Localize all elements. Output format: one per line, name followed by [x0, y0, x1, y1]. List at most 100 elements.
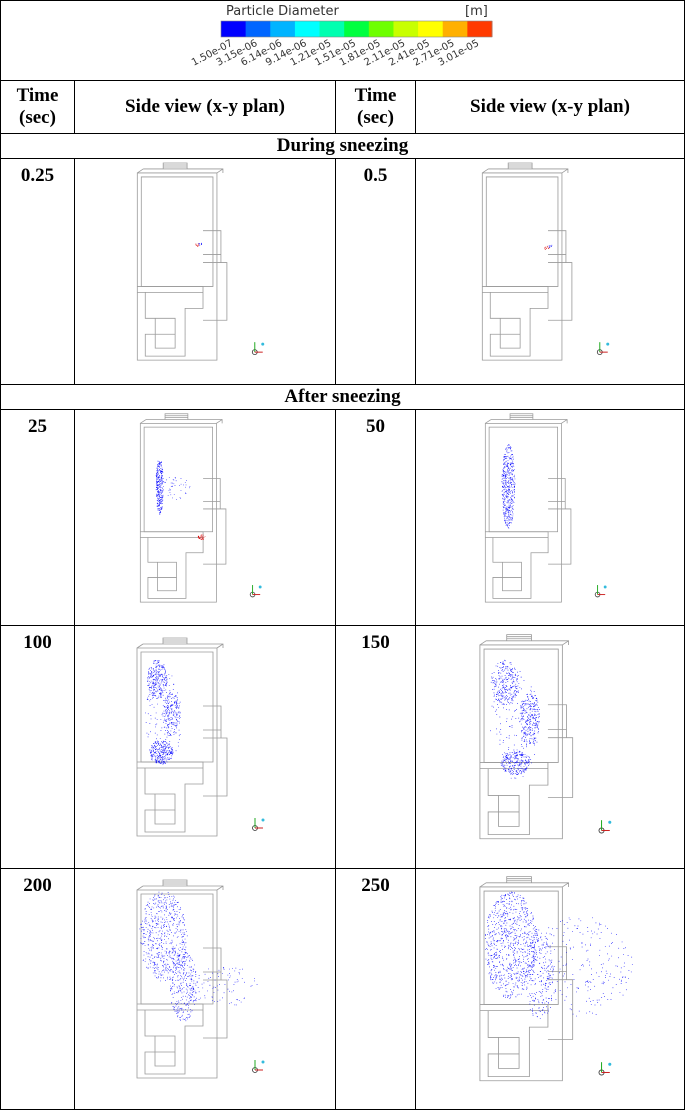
outline: [547, 946, 574, 1040]
particles: [197, 534, 206, 540]
colorbar-segment: [245, 21, 271, 37]
section-title: During sneezing: [1, 134, 685, 159]
particles: [501, 444, 516, 529]
particles: [147, 660, 168, 699]
schematic: [136, 879, 265, 1079]
schematic: [484, 413, 607, 603]
outline: [154, 318, 176, 349]
legend-title: Particle Diameter: [226, 4, 340, 19]
particles: [155, 460, 164, 515]
header-cell: Side view (x-y plan): [416, 81, 685, 134]
header-cell: Time (sec): [336, 81, 416, 134]
time-cell: 0.5: [336, 159, 416, 385]
legend-unit: [m]: [465, 4, 488, 19]
outline: [485, 531, 549, 599]
particles: [500, 750, 530, 776]
particles: [548, 244, 553, 248]
side-view: [416, 410, 685, 626]
outline: [488, 426, 558, 533]
outline: [548, 478, 572, 565]
particles: [164, 477, 191, 500]
particles: [195, 243, 200, 248]
colorbar: Particle Diameter [m] 1.50e-073.15e-066.…: [190, 4, 493, 69]
header-cell: Time (sec): [1, 81, 75, 134]
outline: [203, 705, 228, 797]
side-view: [416, 159, 685, 385]
outline: [140, 176, 214, 287]
outline: [203, 947, 228, 1039]
outline: [502, 562, 522, 592]
outline: [164, 413, 189, 420]
outline: [136, 168, 224, 361]
colorbar-segment: [418, 21, 444, 37]
outline: [547, 704, 574, 798]
outline: [483, 648, 559, 763]
outline: [137, 761, 204, 833]
axis-dot: [608, 820, 612, 824]
side-view: [75, 410, 336, 626]
colorbar-segment: [442, 21, 468, 37]
outline: [162, 162, 188, 169]
outline: [509, 413, 534, 420]
outline: [482, 286, 549, 357]
outline: [162, 879, 188, 886]
colorbar-segment: [368, 21, 394, 37]
outline: [479, 640, 569, 840]
outline: [507, 162, 533, 169]
time-cell: 100: [1, 626, 75, 869]
particles: [531, 917, 633, 1017]
outline: [136, 885, 224, 1079]
outline: [140, 893, 214, 1005]
outline: [140, 531, 204, 599]
outline: [498, 1037, 520, 1069]
schematic: [481, 162, 610, 361]
outline: [499, 318, 521, 349]
outline: [140, 651, 214, 763]
axis-dot: [603, 585, 607, 589]
particles: [189, 967, 258, 1006]
time-cell: 50: [336, 410, 416, 626]
time-cell: 25: [1, 410, 75, 626]
outline: [498, 795, 520, 827]
outline: [162, 637, 188, 644]
side-view: [75, 869, 336, 1110]
colorbar-segment: [294, 21, 321, 37]
schematic: [139, 413, 262, 603]
outline: [137, 286, 204, 357]
axis-dot: [261, 1060, 265, 1064]
outline: [203, 230, 228, 321]
section-title: After sneezing: [1, 385, 685, 410]
time-cell: 250: [336, 869, 416, 1110]
colorbar-segment: [467, 21, 493, 37]
colorbar-frame: [220, 20, 493, 38]
outline: [481, 168, 569, 361]
axis-dot: [261, 818, 265, 822]
outline: [157, 562, 177, 592]
particles: [519, 689, 540, 746]
outline: [485, 176, 559, 287]
time-cell: 0.25: [1, 159, 75, 385]
particles: [139, 891, 188, 982]
time-cell: 150: [336, 626, 416, 869]
outline: [506, 634, 532, 641]
outline: [143, 426, 213, 533]
legend: Particle Diameter [m] 1.50e-07 3.15e-06 6.…: [1, 1, 685, 81]
colorbar-segment: [221, 21, 247, 37]
schematic: [136, 162, 265, 361]
colorbar-segment: [393, 21, 419, 37]
particles: [149, 740, 174, 765]
axis-dot: [608, 1062, 612, 1066]
outline: [154, 794, 176, 825]
axis-dot: [261, 342, 265, 346]
colorbar-segment: [270, 21, 296, 37]
time-cell: 200: [1, 869, 75, 1110]
outline: [548, 230, 573, 321]
colorbar-segment: [344, 21, 370, 37]
outline: [136, 643, 224, 837]
outline: [203, 478, 227, 565]
particles: [169, 951, 198, 1022]
particles: [198, 242, 203, 246]
outline: [484, 419, 568, 603]
colorbar-segment: [319, 21, 345, 37]
